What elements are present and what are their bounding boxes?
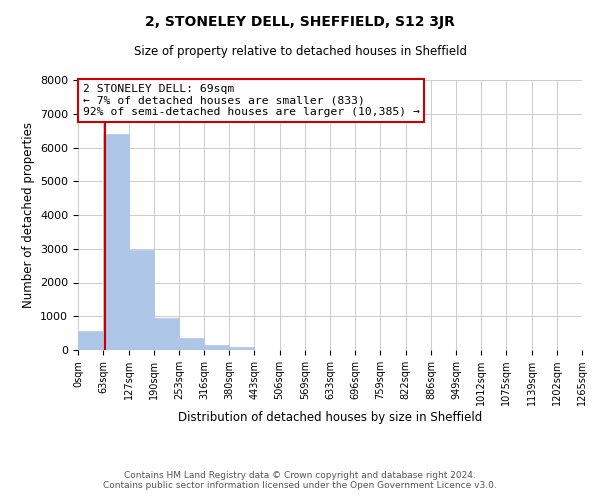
- Bar: [204, 344, 229, 350]
- Bar: [103, 134, 128, 350]
- Bar: [154, 318, 179, 350]
- Text: Contains HM Land Registry data © Crown copyright and database right 2024.
Contai: Contains HM Land Registry data © Crown c…: [103, 470, 497, 490]
- Y-axis label: Number of detached properties: Number of detached properties: [22, 122, 35, 308]
- X-axis label: Distribution of detached houses by size in Sheffield: Distribution of detached houses by size …: [178, 411, 482, 424]
- Text: 2, STONELEY DELL, SHEFFIELD, S12 3JR: 2, STONELEY DELL, SHEFFIELD, S12 3JR: [145, 15, 455, 29]
- Bar: [78, 332, 103, 350]
- Bar: [179, 338, 204, 350]
- Text: 2 STONELEY DELL: 69sqm
← 7% of detached houses are smaller (833)
92% of semi-det: 2 STONELEY DELL: 69sqm ← 7% of detached …: [83, 84, 420, 117]
- Bar: [128, 250, 154, 350]
- Text: Size of property relative to detached houses in Sheffield: Size of property relative to detached ho…: [133, 45, 467, 58]
- Bar: [229, 348, 254, 350]
